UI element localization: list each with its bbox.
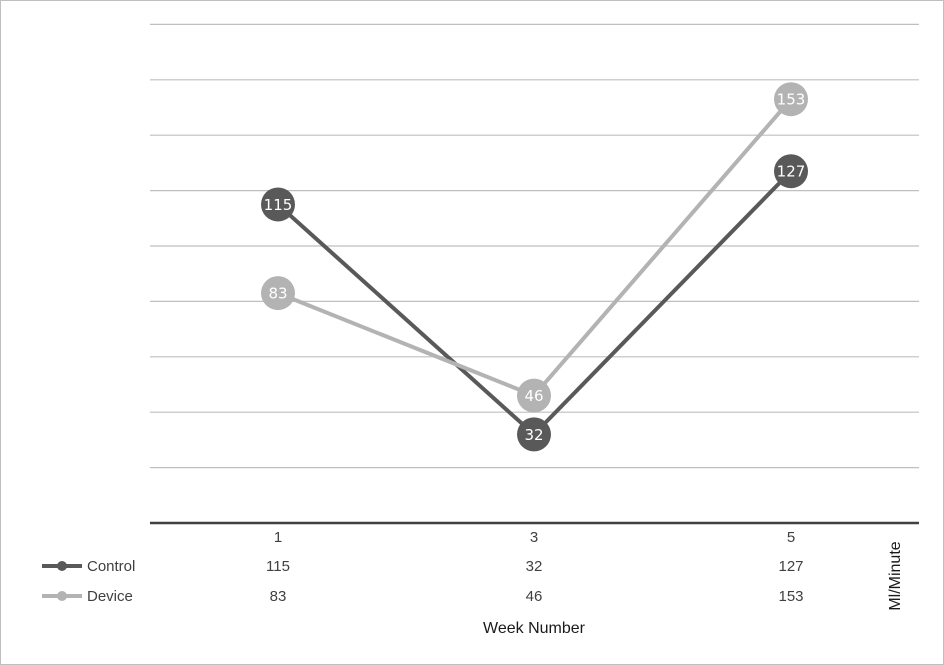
- table-cell: 115: [266, 558, 290, 575]
- table-cell: 153: [778, 588, 803, 605]
- data-point-device: [261, 276, 295, 311]
- data-label: 115: [264, 196, 293, 214]
- data-label: 127: [777, 163, 806, 181]
- data-label: 32: [524, 426, 543, 444]
- data-point-device: [774, 82, 808, 117]
- data-label: 83: [268, 285, 287, 303]
- legend-label: Control: [87, 558, 135, 575]
- data-point-device: [517, 378, 551, 413]
- table-cell: 46: [526, 588, 543, 605]
- data-label: 46: [524, 387, 543, 405]
- series-markers: 115 32 127 83 46 153: [261, 82, 808, 452]
- data-point-control: [517, 417, 551, 452]
- x-tick-label: 5: [787, 529, 795, 546]
- legend-label: Device: [87, 588, 133, 605]
- table-cell: 83: [270, 588, 287, 605]
- table-cell: 32: [526, 558, 543, 575]
- x-axis-label: Week Number: [483, 620, 586, 637]
- y-axis-label: Ml/Minute: [887, 541, 904, 610]
- data-point-control: [774, 154, 808, 189]
- legend-marker: [57, 561, 67, 571]
- x-tick-label: 1: [274, 529, 282, 546]
- data-point-control: [261, 187, 295, 222]
- table-cell: 127: [778, 558, 803, 575]
- data-label: 153: [777, 91, 806, 109]
- gridlines: [150, 23, 919, 469]
- legend-marker: [57, 591, 67, 601]
- x-tick-label: 3: [530, 529, 538, 546]
- data-table: Control 115 32 127 Device 83 46 153: [42, 558, 804, 605]
- x-tick-labels: 1 3 5: [274, 529, 795, 546]
